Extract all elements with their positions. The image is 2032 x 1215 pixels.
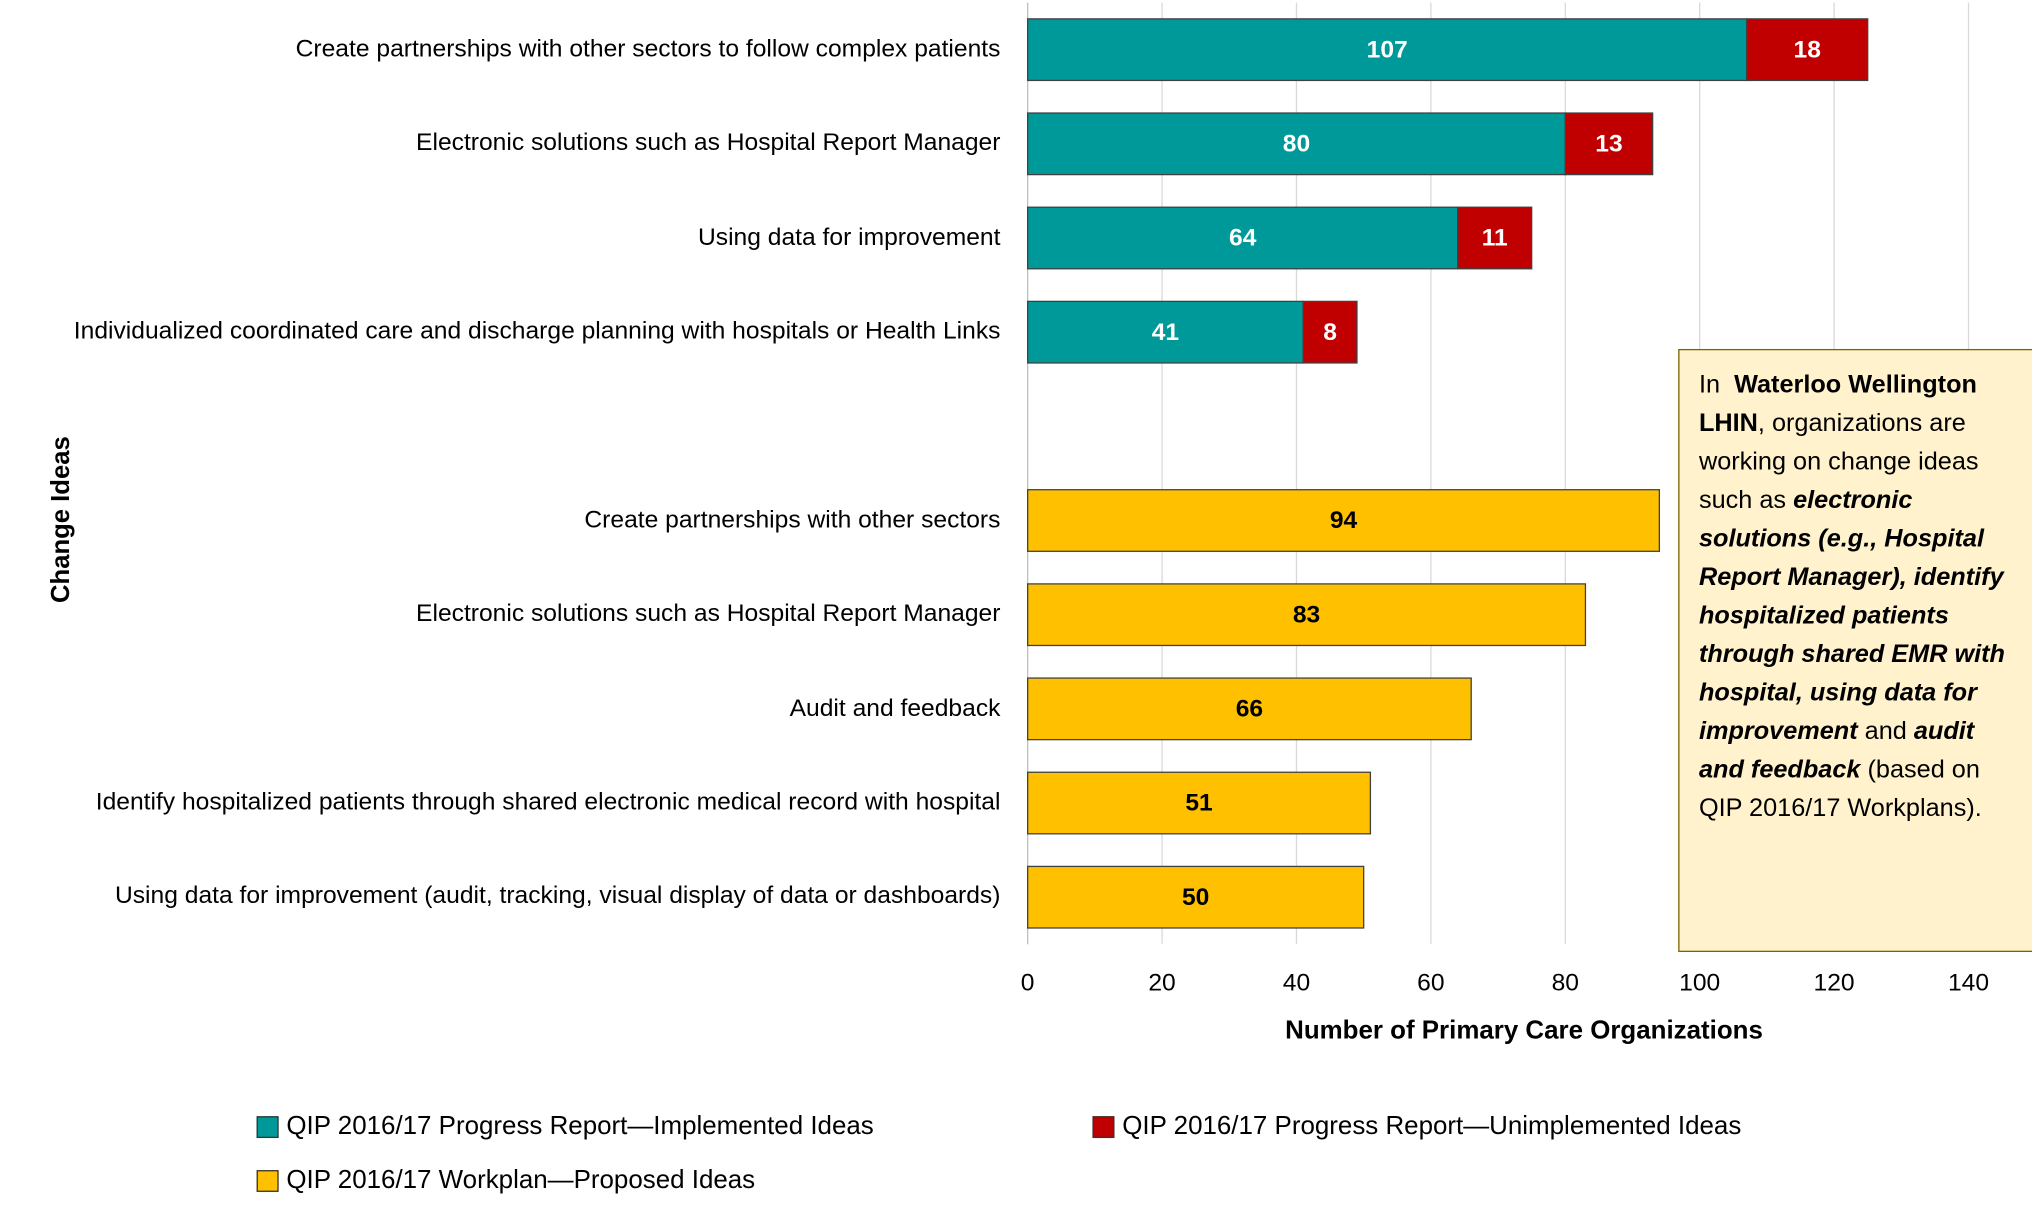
value-label: 8	[1323, 319, 1337, 346]
category-label: Create partnerships with other sectors t…	[0, 3, 1001, 97]
bar	[1457, 206, 1533, 270]
legend-item: QIP 2016/17 Progress Report—Implemented …	[256, 1112, 874, 1142]
annotation-text: (based on QIP 2016/17 Workplans).	[1698, 755, 1987, 823]
bar	[1027, 771, 1372, 835]
annotation-text: and	[1857, 717, 1914, 746]
x-tick-label: 40	[1283, 970, 1310, 997]
bar	[1302, 300, 1358, 364]
legend-text: QIP 2016/17 Workplan—Proposed Ideas	[286, 1166, 756, 1195]
category-label: Using data for improvement	[0, 191, 1000, 285]
category-text: Create partnerships with other sectors t…	[295, 35, 1001, 63]
y-axis-label: Change Ideas	[47, 436, 75, 603]
value-label: 41	[1152, 319, 1179, 346]
legend-item: QIP 2016/17 Workplan—Proposed Ideas	[256, 1166, 756, 1196]
category-label: Create partnerships with other sectors	[0, 474, 1000, 568]
annotation-box: In Waterloo Wellington LHIN, organizatio…	[1678, 348, 2032, 952]
category-label: Identify hospitalized patients through s…	[0, 756, 1001, 850]
x-tick-label: 20	[1148, 970, 1175, 997]
value-label: 50	[1182, 884, 1209, 911]
legend-text: QIP 2016/17 Progress Report—Implemented …	[286, 1112, 874, 1141]
category-label: Audit and feedback	[0, 662, 1001, 756]
x-tick-label: 100	[1679, 970, 1720, 997]
annotation-text: , organizations are working on change id…	[1698, 409, 1986, 515]
bar	[1027, 583, 1587, 647]
category-text: Audit and feedback	[789, 694, 1001, 722]
x-tick-label: 80	[1552, 970, 1579, 997]
category-label: Electronic solutions such as Hospital Re…	[0, 568, 1000, 662]
value-label: 18	[1794, 36, 1821, 63]
annotation-text: Waterloo Wellington LHIN	[1698, 370, 1984, 438]
category-label: Individualized coordinated care and disc…	[0, 285, 1001, 379]
legend-swatch	[256, 1170, 279, 1192]
x-tick-label: 140	[1948, 970, 1989, 997]
value-label: 13	[1595, 131, 1622, 158]
value-label: 11	[1482, 225, 1508, 252]
category-label: Using data for improvement (audit, track…	[0, 850, 1000, 944]
x-tick-label: 60	[1417, 970, 1444, 997]
annotation-text: audit and feedback	[1698, 717, 1982, 784]
bar	[1027, 18, 1748, 82]
x-tick-label: 0	[1021, 970, 1035, 997]
bar	[1027, 206, 1459, 270]
bar	[1027, 865, 1365, 929]
legend-swatch	[256, 1116, 279, 1139]
value-label: 51	[1185, 790, 1212, 817]
legend-swatch	[1092, 1116, 1115, 1139]
category-text: Using data for improvement	[697, 223, 1001, 251]
category-text: Identify hospitalized patients through s…	[95, 788, 1001, 816]
x-tick-label: 120	[1814, 970, 1855, 997]
category-text: Using data for improvement (audit, track…	[114, 883, 1001, 911]
bar	[1027, 677, 1472, 741]
bar	[1746, 18, 1869, 82]
value-label: 80	[1283, 131, 1310, 158]
bar	[1027, 112, 1566, 176]
category-text: Electronic solutions such as Hospital Re…	[416, 600, 1001, 628]
category-text: Individualized coordinated care and disc…	[73, 318, 1001, 345]
annotation-text: In	[1698, 370, 1735, 400]
category-text: Create partnerships with other sectors	[584, 506, 1001, 534]
x-axis-label: Number of Primary Care Organizations	[1285, 1016, 1763, 1044]
value-label: 83	[1293, 602, 1320, 629]
value-label: 94	[1330, 507, 1358, 534]
category-text: Electronic solutions such as Hospital Re…	[416, 129, 1001, 157]
value-label: 64	[1229, 225, 1257, 252]
value-label: 66	[1236, 696, 1263, 723]
value-label: 107	[1367, 36, 1408, 63]
annotation-text: electronic solutions (e.g., Hospital Rep…	[1698, 486, 2013, 746]
legend-item: QIP 2016/17 Progress Report—Unimplemente…	[1092, 1112, 1741, 1142]
legend-text: QIP 2016/17 Progress Report—Unimplemente…	[1122, 1112, 1742, 1141]
category-label: Electronic solutions such as Hospital Re…	[0, 97, 1000, 191]
bar	[1027, 489, 1661, 552]
bar	[1564, 112, 1654, 176]
